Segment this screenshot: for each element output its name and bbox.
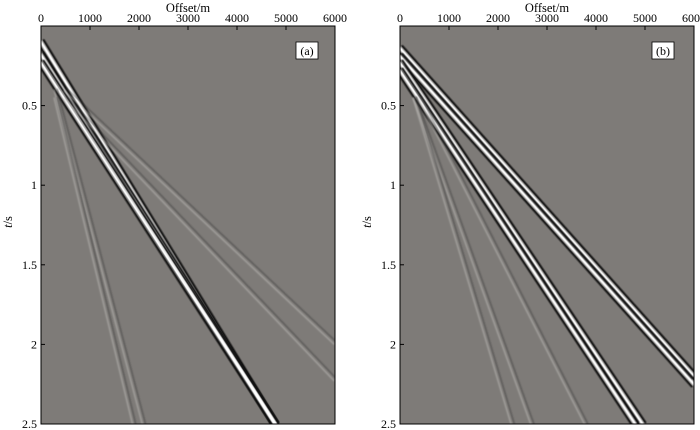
x-tick-label: 3000 [176,11,200,25]
y-axis-title-b-unit: /s [360,216,374,224]
seismic-event-5 [63,95,335,382]
seismic-event-4 [400,67,639,424]
y-tick-label: 0.5 [22,99,37,113]
y-axis-title-a-var: t [1,224,15,228]
seismic-event-5 [417,96,589,424]
y-tick-label: 1.5 [22,258,37,272]
y-tick-label: 2.5 [22,417,37,430]
panel-a-events [41,39,335,424]
x-tick-label: 3000 [535,11,559,25]
y-tick-label: 2 [390,337,396,351]
seismic-event-3 [41,59,280,424]
panel-b: 0 1000 2000 3000 4000 5000 6000 0.5 1 1.5 2 2.5 (b… [381,11,700,430]
x-tick-label: 4000 [225,11,249,25]
x-axis-title-a: Offset/m [166,1,210,15]
panel-a-label-box [295,41,319,60]
y-tick-label: 1 [31,178,37,192]
seismic-event-4 [63,87,335,345]
x-tick-label: 2000 [486,11,510,25]
x-tick-label: 5000 [633,11,657,25]
panel-a-yticks: 0.5 1 1.5 2 2.5 [22,99,45,430]
panel-b-events [400,45,694,424]
x-tick-label: 1000 [78,11,102,25]
panel-a-xticks: 0 1000 2000 3000 4000 5000 6000 [38,11,347,30]
seismic-event-7 [53,96,137,424]
y-axis-title-b-var: t [360,224,374,228]
y-tick-label: 1 [390,178,396,192]
x-tick-label: 2000 [127,11,151,25]
y-axis-title-b: t/s [360,216,374,228]
panel-b-xticks: 0 1000 2000 3000 4000 5000 6000 [397,11,700,30]
y-tick-label: 2.5 [381,417,396,430]
panel-b-label: (b) [656,44,670,58]
panel-a: 0 1000 2000 3000 4000 5000 6000 0.5 1 1.5 2 2.5 (a… [22,11,347,430]
seismic-event-2 [400,53,694,388]
x-tick-label: 6000 [682,11,700,25]
x-axis-title-b: Offset/m [525,1,569,15]
y-tick-label: 1.5 [381,258,396,272]
y-axis-title-a: t/s [1,216,15,228]
panel-b-label-box [651,41,675,60]
seismic-event-7 [412,96,515,424]
x-tick-label: 4000 [584,11,608,25]
x-tick-label: 0 [397,11,403,25]
y-tick-label: 0.5 [381,99,396,113]
x-tick-label: 1000 [437,11,461,25]
y-tick-label: 2 [31,337,37,351]
panel-a-label: (a) [300,44,313,58]
y-axis-title-a-unit: /s [1,216,15,224]
x-tick-label: 0 [38,11,44,25]
panel-b-yticks: 0.5 1 1.5 2 2.5 [381,99,404,430]
x-tick-label: 5000 [274,11,298,25]
x-tick-label: 6000 [323,11,347,25]
